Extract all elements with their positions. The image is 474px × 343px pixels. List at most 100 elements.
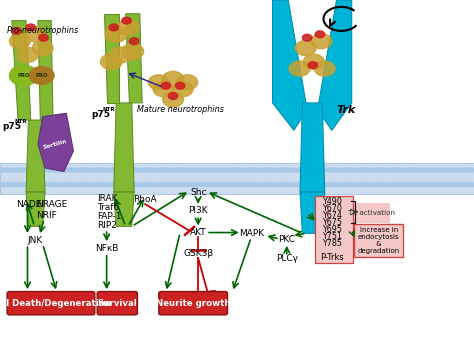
- Circle shape: [89, 182, 95, 187]
- Circle shape: [110, 168, 116, 172]
- Circle shape: [105, 168, 110, 172]
- Text: Y490: Y490: [322, 197, 342, 206]
- Circle shape: [195, 182, 201, 187]
- Text: Sortilin: Sortilin: [43, 139, 68, 150]
- Polygon shape: [38, 21, 53, 120]
- Circle shape: [369, 168, 374, 172]
- Text: IRAK: IRAK: [97, 194, 118, 203]
- Circle shape: [295, 168, 301, 172]
- Circle shape: [342, 182, 348, 187]
- Circle shape: [36, 168, 42, 172]
- Circle shape: [337, 182, 343, 187]
- Text: p75: p75: [91, 110, 110, 119]
- Circle shape: [57, 168, 63, 172]
- Circle shape: [131, 168, 137, 172]
- Circle shape: [9, 65, 38, 86]
- Circle shape: [122, 17, 131, 24]
- Circle shape: [163, 182, 169, 187]
- Circle shape: [109, 24, 118, 31]
- Circle shape: [131, 182, 137, 187]
- Polygon shape: [26, 192, 45, 226]
- Circle shape: [442, 168, 448, 172]
- Circle shape: [210, 182, 216, 187]
- Circle shape: [242, 182, 248, 187]
- FancyBboxPatch shape: [353, 203, 390, 223]
- Circle shape: [84, 168, 90, 172]
- Circle shape: [279, 168, 285, 172]
- Text: Trk: Trk: [337, 105, 356, 115]
- Circle shape: [158, 182, 164, 187]
- Circle shape: [303, 54, 324, 69]
- Circle shape: [39, 34, 48, 41]
- Circle shape: [432, 182, 438, 187]
- Circle shape: [173, 182, 179, 187]
- Circle shape: [12, 27, 21, 34]
- Circle shape: [221, 168, 227, 172]
- Circle shape: [308, 62, 318, 69]
- Circle shape: [247, 168, 253, 172]
- Circle shape: [84, 182, 90, 187]
- Polygon shape: [38, 113, 73, 172]
- Text: P-Trks: P-Trks: [320, 253, 344, 262]
- Circle shape: [175, 82, 185, 89]
- Circle shape: [177, 75, 198, 90]
- Circle shape: [126, 182, 132, 187]
- Circle shape: [242, 168, 248, 172]
- Text: Mature neurotrophins: Mature neurotrophins: [137, 105, 224, 114]
- Circle shape: [79, 182, 84, 187]
- Circle shape: [94, 168, 100, 172]
- Circle shape: [121, 182, 127, 187]
- Circle shape: [258, 182, 264, 187]
- Circle shape: [390, 168, 395, 172]
- Circle shape: [168, 168, 174, 172]
- Polygon shape: [114, 103, 134, 192]
- Circle shape: [231, 182, 237, 187]
- Circle shape: [384, 168, 390, 172]
- Circle shape: [448, 168, 454, 172]
- Text: PKC: PKC: [278, 235, 295, 244]
- Circle shape: [200, 182, 206, 187]
- Circle shape: [47, 168, 53, 172]
- Circle shape: [5, 168, 10, 172]
- Circle shape: [142, 182, 147, 187]
- Text: PRO: PRO: [18, 73, 30, 78]
- Circle shape: [379, 168, 385, 172]
- Circle shape: [173, 168, 179, 172]
- Circle shape: [68, 168, 74, 172]
- Text: Cell Death/Degeneration: Cell Death/Degeneration: [0, 299, 111, 308]
- Circle shape: [390, 182, 395, 187]
- Circle shape: [31, 182, 37, 187]
- Circle shape: [284, 182, 290, 187]
- Circle shape: [36, 182, 42, 187]
- Text: AKT: AKT: [190, 228, 207, 237]
- Circle shape: [31, 168, 37, 172]
- Circle shape: [121, 168, 127, 172]
- Circle shape: [147, 168, 153, 172]
- Circle shape: [464, 182, 469, 187]
- Circle shape: [73, 168, 79, 172]
- Circle shape: [105, 26, 127, 42]
- Circle shape: [273, 168, 279, 172]
- Circle shape: [290, 168, 295, 172]
- Circle shape: [453, 168, 459, 172]
- Circle shape: [448, 182, 454, 187]
- Circle shape: [20, 168, 26, 172]
- Circle shape: [416, 168, 422, 172]
- Circle shape: [253, 182, 258, 187]
- Text: Y751: Y751: [322, 232, 342, 241]
- Circle shape: [172, 82, 193, 97]
- Circle shape: [63, 182, 68, 187]
- Circle shape: [321, 168, 327, 172]
- Polygon shape: [300, 103, 325, 192]
- Circle shape: [126, 168, 132, 172]
- Circle shape: [279, 182, 285, 187]
- FancyBboxPatch shape: [0, 163, 474, 194]
- Circle shape: [25, 27, 46, 42]
- Circle shape: [158, 168, 164, 172]
- Text: NTR: NTR: [103, 107, 116, 112]
- Circle shape: [26, 168, 32, 172]
- Circle shape: [10, 182, 16, 187]
- Circle shape: [29, 67, 54, 84]
- Circle shape: [458, 182, 464, 187]
- Circle shape: [129, 38, 139, 45]
